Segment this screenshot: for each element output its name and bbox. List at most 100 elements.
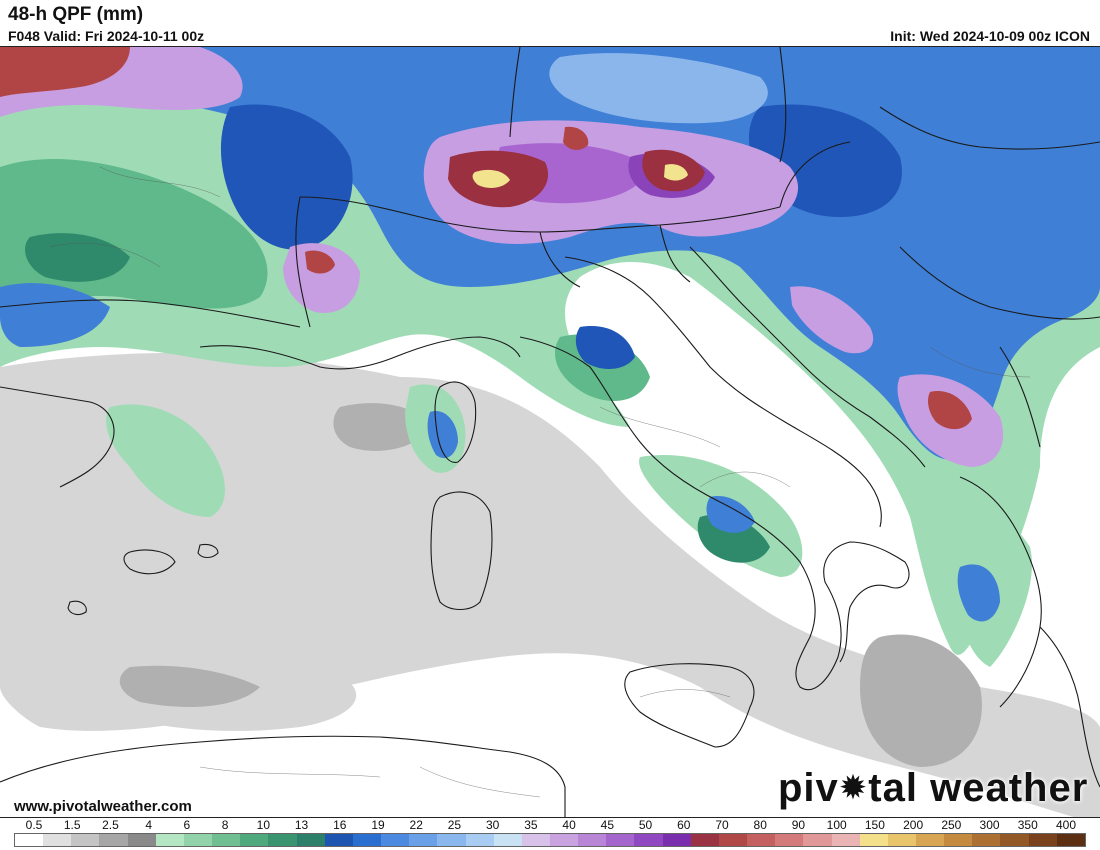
brand-text-end: tal weather <box>868 766 1089 810</box>
precip-area-yellow <box>472 169 510 188</box>
legend-color-cell <box>268 834 297 846</box>
legend-color-cell <box>718 834 748 846</box>
brand-logo: piv✹tal weather <box>778 766 1088 811</box>
precip-area-gray2 <box>860 634 982 767</box>
legend-tick-label: 50 <box>638 818 653 832</box>
precip-area-green1 <box>106 404 225 517</box>
legend-tick-label: 250 <box>941 818 962 832</box>
legend-color-cell <box>240 834 269 846</box>
country-borders <box>0 47 1100 817</box>
legend-tick-label: 40 <box>562 818 576 832</box>
legend-tick-label: 2.5 <box>102 818 119 832</box>
legend-tick-label: 0.5 <box>25 818 43 832</box>
legend-tick-label: 60 <box>677 818 691 832</box>
precip-area-green3 <box>25 233 130 282</box>
legend-color-cell <box>127 834 156 846</box>
precip-area-red1 <box>305 250 335 274</box>
legend-color-cell <box>747 834 776 846</box>
legend-color-cell <box>549 834 579 846</box>
legend-tick-label: 150 <box>864 818 885 832</box>
legend-tick-label: 35 <box>524 818 538 832</box>
legend-color-cell <box>775 834 804 846</box>
legend-tick-label: 19 <box>371 818 385 832</box>
legend-color-cell <box>887 834 916 846</box>
legend-tick-label: 6 <box>183 818 191 832</box>
legend-tick-label: 4 <box>145 818 152 832</box>
legend-color-cell <box>1000 834 1029 846</box>
legend-color-cell <box>493 834 522 846</box>
legend-color-cell <box>381 834 410 846</box>
legend-tick-label: 80 <box>753 818 767 832</box>
legend-color-cell <box>859 834 888 846</box>
legend-color-cell <box>212 834 241 846</box>
legend-color-cell <box>972 834 1001 846</box>
brand-text-start: piv <box>778 766 839 810</box>
legend-color-cell <box>437 834 466 846</box>
legend-color-cell <box>1028 834 1057 846</box>
legend-color-cell <box>465 834 494 846</box>
legend-color-cell <box>352 834 382 846</box>
legend-color-cell <box>296 834 325 846</box>
legend-color-cell <box>15 834 44 846</box>
legend-color-cell <box>916 834 945 846</box>
map-canvas <box>0 47 1100 817</box>
legend-tick-label: 30 <box>485 818 500 832</box>
legend-color-cell <box>409 834 438 846</box>
precip-area-yellow <box>664 164 688 181</box>
legend-tick-label: 1.5 <box>63 818 81 832</box>
legend-color-cell <box>662 834 691 846</box>
legend-color-cell <box>634 834 663 846</box>
legend-tick-label: 45 <box>600 818 615 832</box>
precipitation-map[interactable] <box>0 46 1100 818</box>
precip-area-gray1 <box>636 603 740 656</box>
legend-tick-label: 25 <box>447 818 462 832</box>
precip-area-blue2 <box>220 104 353 250</box>
precip-area-red1 <box>0 47 130 97</box>
legend-color-cell <box>606 834 635 846</box>
valid-time-label: F048 Valid: Fri 2024-10-11 00z <box>8 28 205 44</box>
precip-area-blue1 <box>0 283 110 347</box>
precip-area-blue1 <box>706 496 755 533</box>
legend-tick-label: 400 <box>1055 818 1077 832</box>
legend-tick-label: 90 <box>791 818 806 832</box>
legend-tick-label: 10 <box>256 818 271 832</box>
legend-tick-label: 8 <box>221 818 229 832</box>
precip-area-blue3 <box>549 53 768 124</box>
legend-tick-label: 22 <box>409 818 423 832</box>
website-url-label: www.pivotalweather.com <box>14 798 192 815</box>
legend-tick-label: 350 <box>1017 818 1038 832</box>
legend-color-cell <box>944 834 973 846</box>
legend-tick-label: 300 <box>979 818 1000 832</box>
legend-color-cell <box>1056 834 1085 846</box>
precip-red-layer <box>0 47 972 430</box>
precip-area-red1 <box>563 126 589 151</box>
legend-tick-label: 200 <box>903 818 924 832</box>
legend-tick-label: 16 <box>333 818 347 832</box>
map-title: 48-h QPF (mm) <box>8 4 144 25</box>
precip-area-blue1 <box>957 564 1000 622</box>
precip-area-blue1 <box>427 411 458 459</box>
legend-tick-label: 100 <box>826 818 847 832</box>
legend-color-cell <box>43 834 72 846</box>
legend-color-cell <box>578 834 607 846</box>
legend-color-cell <box>99 834 128 846</box>
legend-color-cell <box>803 834 832 846</box>
color-legend <box>14 833 1086 847</box>
legend-labels: 0.5 1.5 2.5 4 6 8 10 13 16 19 22 25 30 35 40 45 50 60 70 80… <box>14 818 1086 834</box>
internal-borders <box>49 166 1031 798</box>
legend-color-cell <box>155 834 184 846</box>
legend-color-cell <box>324 834 353 846</box>
legend-color-cell <box>831 834 860 846</box>
precip-area-purple1 <box>790 286 874 354</box>
legend-color-cell <box>183 834 213 846</box>
legend-tick-label: 70 <box>715 818 729 832</box>
legend-color-cell <box>690 834 719 846</box>
precip-area-blue2 <box>575 326 635 369</box>
precip-area-red1 <box>928 391 972 430</box>
init-time-label: Init: Wed 2024-10-09 00z ICON <box>890 28 1090 44</box>
legend-color-cell <box>71 834 100 846</box>
legend-tick-label: 13 <box>294 818 309 832</box>
legend-color-cell <box>521 834 550 846</box>
gear-icon: ✹ <box>838 769 869 807</box>
precip-area-gray2 <box>119 665 260 707</box>
